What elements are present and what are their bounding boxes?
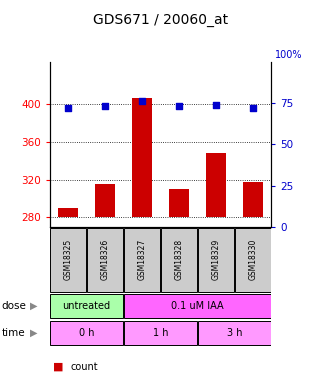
Text: GSM18328: GSM18328: [174, 239, 184, 280]
Text: ■: ■: [53, 362, 64, 372]
Point: [140, 99, 145, 105]
Text: 100%: 100%: [274, 50, 302, 60]
Point: [213, 102, 218, 108]
Text: 3 h: 3 h: [227, 328, 242, 338]
Bar: [132, 98, 152, 218]
Text: GSM18326: GSM18326: [100, 239, 110, 280]
Text: GSM18329: GSM18329: [211, 239, 221, 280]
Text: dose: dose: [2, 301, 26, 311]
Bar: [50, 321, 123, 345]
Bar: [161, 228, 197, 292]
Text: GSM18327: GSM18327: [137, 239, 147, 280]
Point: [177, 104, 182, 110]
Text: ▶: ▶: [30, 328, 38, 338]
Bar: [206, 153, 226, 218]
Bar: [95, 184, 115, 218]
Point: [66, 105, 71, 111]
Bar: [124, 321, 197, 345]
Bar: [169, 189, 189, 217]
Text: 1 h: 1 h: [153, 328, 168, 338]
Text: ▶: ▶: [30, 301, 38, 311]
Bar: [50, 294, 123, 318]
Text: GSM18330: GSM18330: [248, 239, 257, 280]
Bar: [235, 228, 271, 292]
Bar: [198, 321, 271, 345]
Bar: [198, 228, 234, 292]
Point: [250, 105, 256, 111]
Text: GDS671 / 20060_at: GDS671 / 20060_at: [93, 13, 228, 27]
Text: count: count: [71, 362, 98, 372]
Point: [102, 104, 108, 110]
Bar: [87, 228, 123, 292]
Bar: [243, 182, 263, 218]
Text: 0 h: 0 h: [79, 328, 94, 338]
Text: GSM18325: GSM18325: [64, 239, 73, 280]
Bar: [58, 208, 78, 218]
Text: 0.1 uM IAA: 0.1 uM IAA: [171, 301, 224, 311]
Bar: [124, 294, 271, 318]
Bar: [124, 228, 160, 292]
Text: time: time: [2, 328, 25, 338]
Text: untreated: untreated: [63, 301, 111, 311]
Bar: [50, 228, 86, 292]
